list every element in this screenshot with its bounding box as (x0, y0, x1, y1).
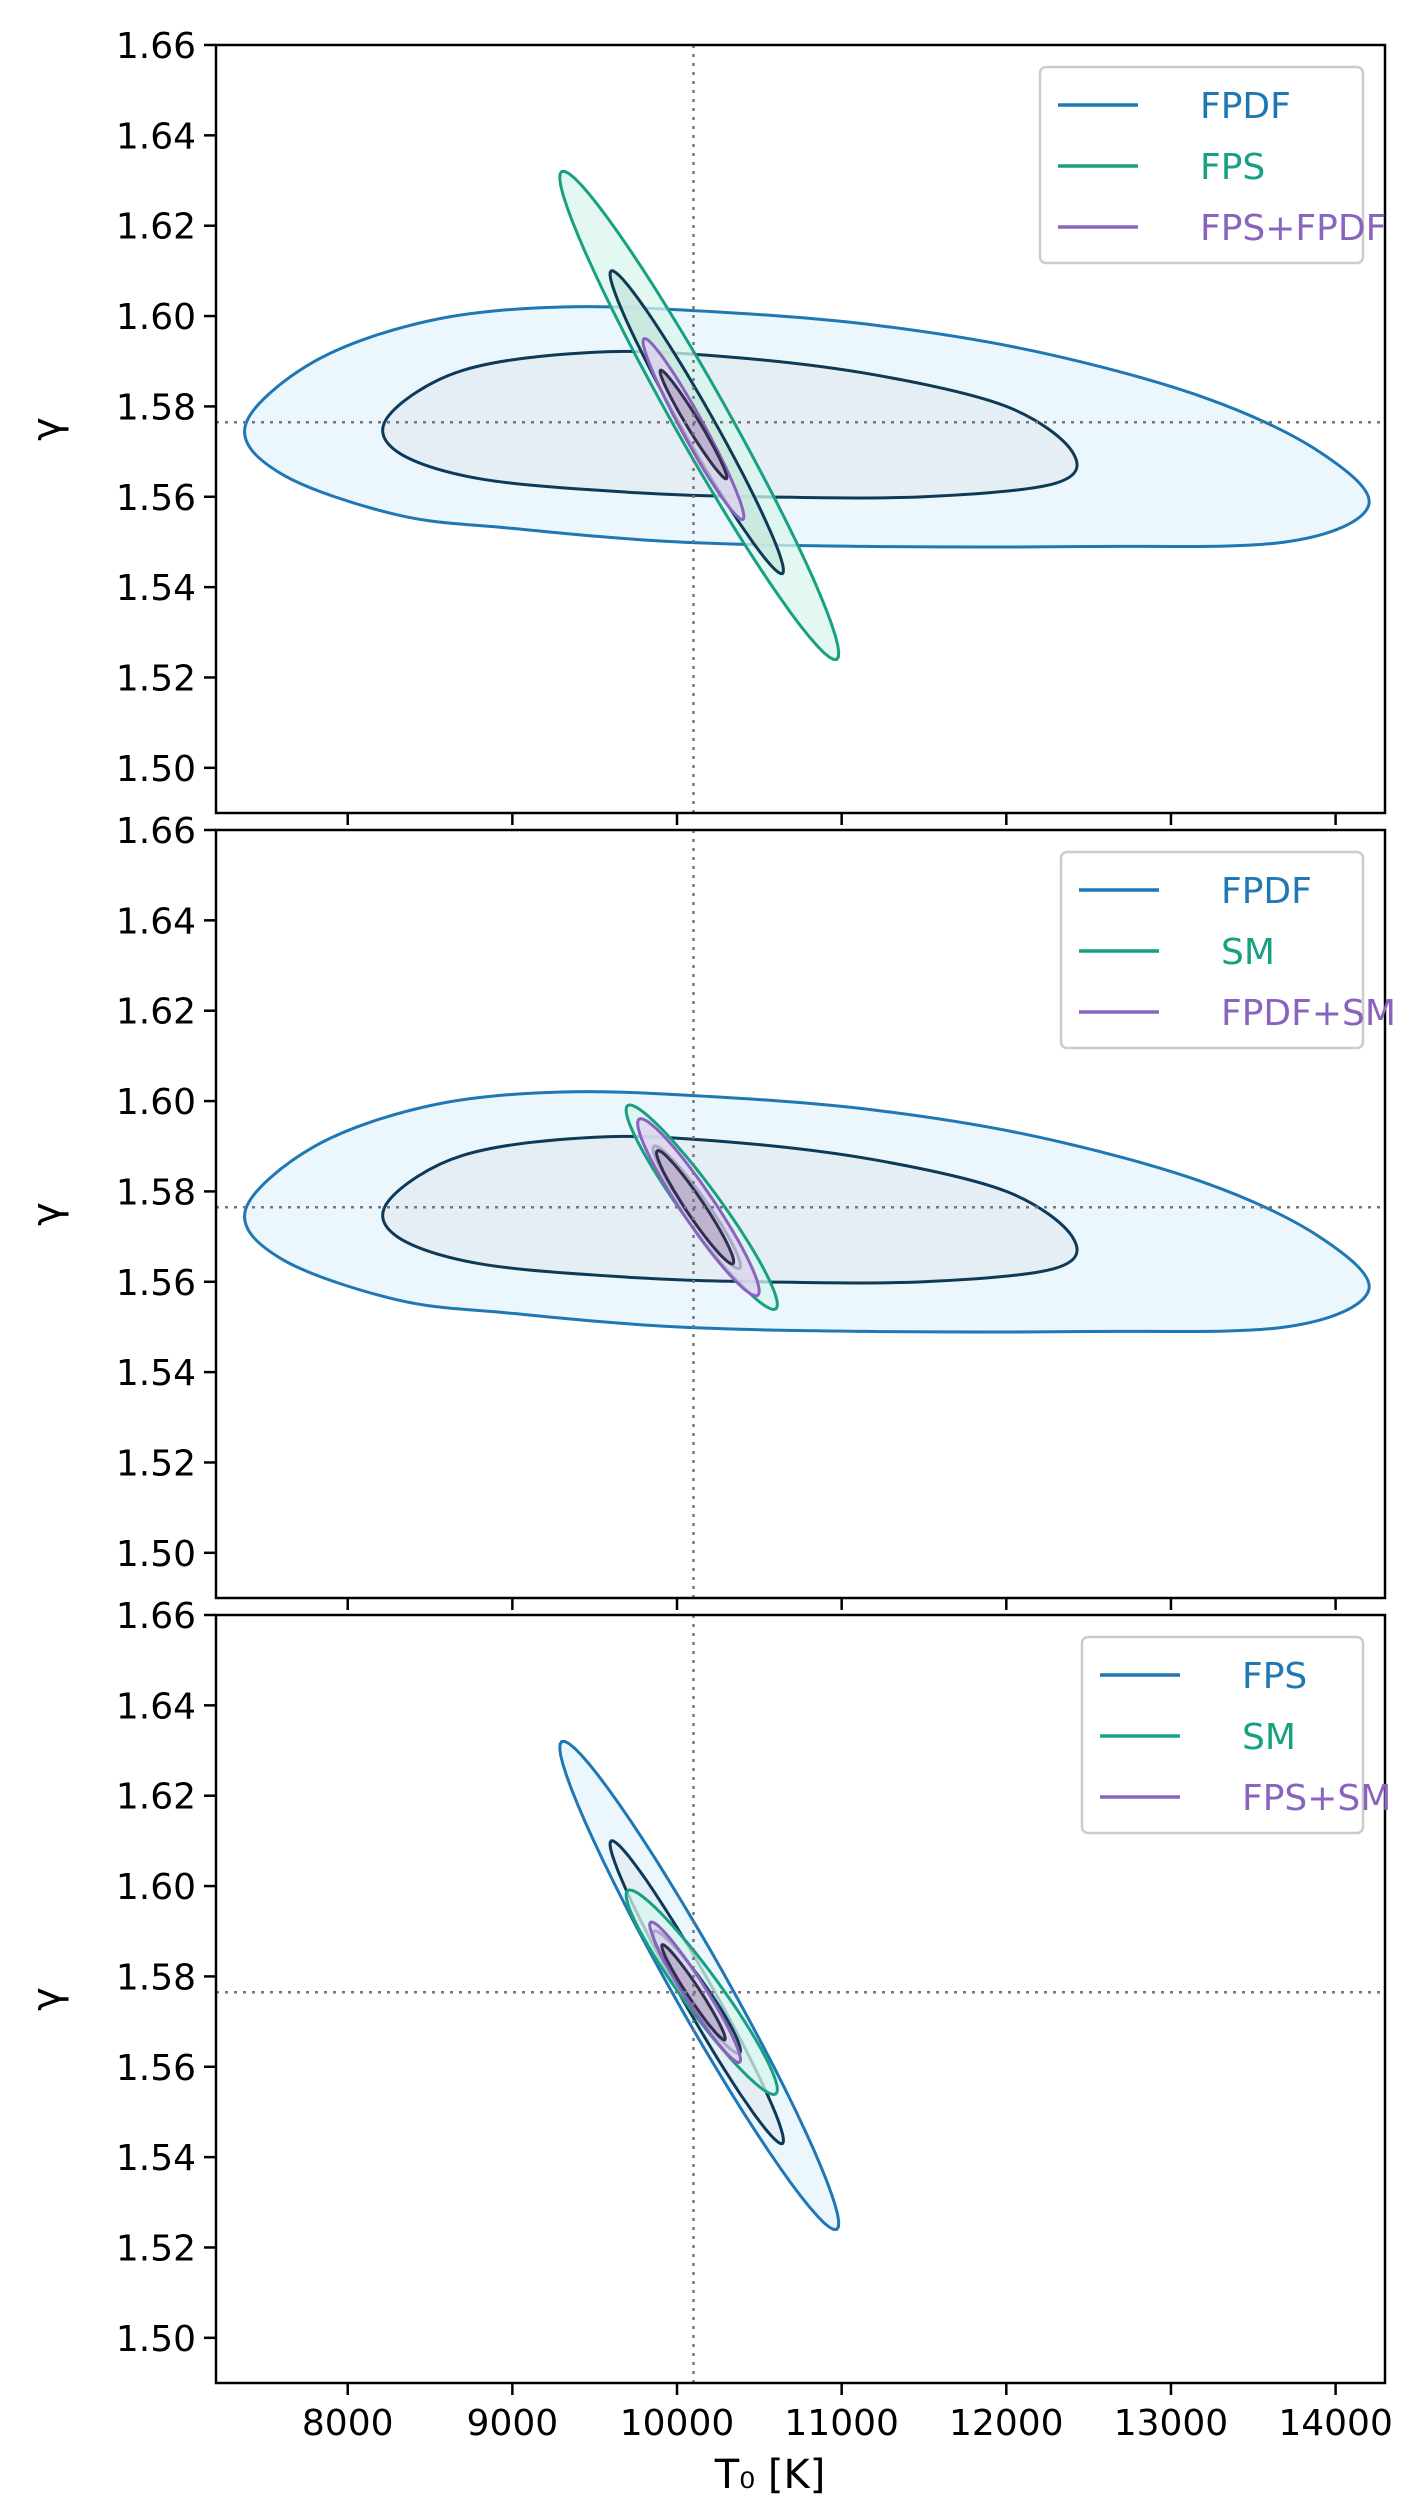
y-tick-label: 1.64 (116, 901, 196, 942)
y-tick-label: 1.64 (116, 116, 196, 157)
panel-top: 1.50 1.52 1.54 1.56 1.58 1.60 1.62 1.64 1.66 γ FPD… (24, 26, 1386, 825)
y-tick-label: 1.60 (116, 1082, 196, 1123)
x-tick-label: 8000 (302, 2403, 394, 2444)
contour-1-sigma (381, 1134, 1079, 1285)
y-tick-label: 1.56 (116, 1263, 196, 1304)
y-tick-label: 1.52 (116, 1443, 196, 1484)
x-axis-label: T₀ [K] (714, 2452, 826, 2498)
y-tick-label: 1.50 (116, 2319, 196, 2360)
y-tick-label: 1.56 (116, 478, 196, 519)
y-tick-label: 1.54 (116, 568, 196, 609)
legend-label: FPDF+SM (1221, 993, 1396, 1034)
legend-label: FPDF (1200, 86, 1291, 127)
plot-area (216, 830, 1385, 1598)
panel-middle: 1.50 1.52 1.54 1.56 1.58 1.60 1.62 1.64 1.66 γ FPD… (24, 811, 1396, 1610)
x-tick-label: 13000 (1114, 2403, 1229, 2444)
x-tick-label: 11000 (784, 2403, 899, 2444)
y-tick-label: 1.62 (116, 992, 196, 1033)
panel-bottom: 1.50 1.52 1.54 1.56 1.58 1.60 1.62 1.64 1.66 8000… (24, 1596, 1393, 2444)
legend-label: FPS+SM (1242, 1778, 1391, 1819)
axes-frame (214, 1613, 1387, 2385)
y-tick-label: 1.56 (116, 2048, 196, 2089)
y-tick-label: 1.66 (116, 26, 196, 67)
y-tick-label: 1.52 (116, 658, 196, 699)
y-tick-label: 1.62 (116, 207, 196, 248)
series-fpdf (243, 1090, 1371, 1334)
y-axis-label: γ (24, 1202, 70, 1226)
legend-label: FPS (1242, 1656, 1307, 1697)
x-tick-label: 14000 (1278, 2403, 1393, 2444)
legend-label: FPS+FPDF (1200, 208, 1386, 249)
y-tick-label: 1.52 (116, 2228, 196, 2269)
legend-box (1080, 1635, 1365, 1835)
y-tick-label: 1.58 (116, 387, 196, 428)
y-tick-label: 1.54 (116, 2138, 196, 2179)
x-tick-label: 12000 (949, 2403, 1064, 2444)
axes-frame (214, 43, 1387, 815)
legend-label: SM (1221, 932, 1275, 973)
legend-label: FPDF (1221, 871, 1312, 912)
x-tick-label: 9000 (467, 2403, 559, 2444)
y-tick-label: 1.58 (116, 1957, 196, 1998)
plot-area (216, 1615, 1385, 2383)
y-tick-label: 1.62 (116, 1777, 196, 1818)
legend-label: FPS (1200, 147, 1265, 188)
legend: FPS SM FPS+SM (1080, 1635, 1391, 1835)
plot-area (216, 45, 1385, 813)
y-tick-label: 1.66 (116, 1596, 196, 1637)
legend-box (1059, 850, 1365, 1050)
y-tick-label: 1.64 (116, 1686, 196, 1727)
y-tick-label: 1.60 (116, 1867, 196, 1908)
y-tick-label: 1.50 (116, 1534, 196, 1575)
legend-label: SM (1242, 1717, 1296, 1758)
axes-frame (214, 828, 1387, 1600)
legend: FPDF SM FPDF+SM (1059, 850, 1396, 1050)
legend-box (1038, 65, 1365, 265)
y-tick-label: 1.54 (116, 1353, 196, 1394)
y-tick-label: 1.60 (116, 297, 196, 338)
legend: FPDF FPS FPS+FPDF (1038, 65, 1386, 265)
y-axis-label: γ (24, 1987, 70, 2011)
x-tick-label: 10000 (620, 2403, 735, 2444)
y-axis-label: γ (24, 417, 70, 441)
y-tick-label: 1.58 (116, 1172, 196, 1213)
y-tick-label: 1.66 (116, 811, 196, 852)
y-tick-label: 1.50 (116, 749, 196, 790)
